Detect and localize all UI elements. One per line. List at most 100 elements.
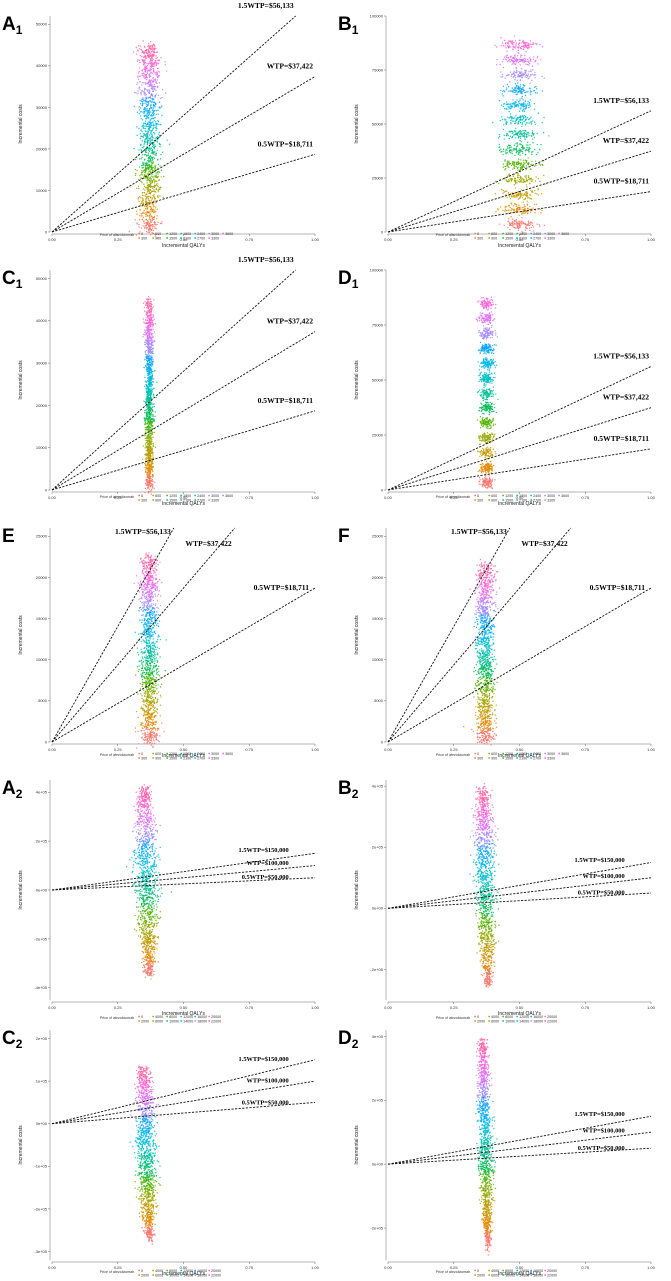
scatter-point <box>145 482 147 485</box>
scatter-point <box>500 151 502 153</box>
scatter-point <box>513 144 516 146</box>
scatter-point <box>145 304 147 306</box>
legend-swatch <box>502 232 505 235</box>
scatter-point <box>147 89 149 91</box>
scatter-point <box>529 76 531 78</box>
scatter-point <box>148 147 150 150</box>
scatter-point <box>143 133 145 135</box>
scatter-point <box>151 57 153 60</box>
scatter-point <box>527 75 529 77</box>
scatter-point <box>150 79 153 81</box>
scatter-point <box>144 330 147 332</box>
scatter-point <box>149 426 152 429</box>
scatter-point <box>149 58 152 60</box>
scatter-point <box>143 191 145 194</box>
scatter-point <box>515 196 518 198</box>
scatter-point <box>146 165 149 167</box>
scatter-point <box>535 59 537 62</box>
scatter-point <box>148 170 150 172</box>
scatter-point <box>530 73 532 76</box>
scatter-point <box>153 182 156 184</box>
scatter-point <box>150 107 152 109</box>
scatter-point <box>147 392 149 395</box>
scatter-point <box>498 223 501 225</box>
legend-entry: 0 <box>141 232 143 236</box>
scatter-point <box>494 366 496 368</box>
scatter-point <box>524 44 527 46</box>
scatter-point <box>138 112 141 115</box>
legend-swatch <box>194 499 197 501</box>
scatter-point <box>505 165 507 168</box>
scatter-point <box>529 197 531 200</box>
scatter-point <box>146 410 148 412</box>
scatter-point <box>517 177 519 179</box>
scatter-point <box>147 474 149 477</box>
scatter-point <box>515 91 517 94</box>
scatter-point <box>542 164 544 166</box>
scatter-point <box>152 418 155 420</box>
scatter-point <box>142 101 144 103</box>
scatter-point <box>153 78 155 81</box>
scatter-point <box>147 111 149 114</box>
scatter-point <box>149 158 152 160</box>
scatter-point <box>154 78 157 80</box>
scatter-point <box>518 133 521 135</box>
scatter-point <box>149 373 151 376</box>
scatter-point <box>152 393 154 396</box>
scatter-point <box>142 51 145 53</box>
scatter-point <box>150 490 152 492</box>
scatter-point <box>136 83 138 86</box>
scatter-point <box>509 135 512 138</box>
scatter-point <box>150 436 152 438</box>
scatter-point <box>155 102 157 105</box>
scatter-point <box>136 60 139 62</box>
scatter-point <box>145 167 147 169</box>
scatter-point <box>148 361 151 363</box>
scatter-point <box>514 79 516 81</box>
scatter-point <box>137 75 139 77</box>
scatter-point <box>521 131 523 133</box>
scatter-point <box>516 179 518 181</box>
scatter-point <box>149 69 152 72</box>
legend-entry: 3000 <box>211 494 219 498</box>
legend-entry: 2100 <box>183 236 191 240</box>
scatter-point <box>142 40 144 42</box>
scatter-point <box>148 423 151 425</box>
scatter-point <box>523 198 525 201</box>
legend-entry: 2400 <box>533 232 541 236</box>
scatter-point <box>528 208 531 211</box>
scatter-point <box>150 138 152 140</box>
scatter-point <box>164 63 166 66</box>
legend-swatch <box>166 237 169 239</box>
legend-swatch <box>558 232 561 235</box>
legend-swatch <box>530 232 533 235</box>
scatter-point <box>523 108 525 110</box>
scatter-point <box>479 365 481 367</box>
scatter-point <box>488 413 490 416</box>
scatter-point <box>147 305 149 307</box>
scatter-point <box>520 146 523 149</box>
scatter-point <box>525 184 528 186</box>
scatter-point <box>164 61 166 63</box>
scatter-point <box>529 99 532 101</box>
scatter-point <box>517 166 519 169</box>
scatter-point <box>548 135 550 137</box>
scatter-point <box>516 99 518 101</box>
x-tick-label: 0.50 <box>180 237 189 242</box>
scatter-point <box>507 192 510 194</box>
scatter-point <box>151 209 153 212</box>
scatter-point <box>527 162 529 165</box>
scatter-point <box>515 127 517 130</box>
x-tick-label: 0.00 <box>48 237 57 242</box>
scatter-point <box>143 329 146 331</box>
scatter-point <box>154 79 156 82</box>
scatter-point <box>488 411 490 413</box>
scatter-point <box>503 103 505 105</box>
scatter-point <box>531 130 534 132</box>
scatter-point <box>146 210 148 213</box>
scatter-point <box>147 325 149 328</box>
scatter-point <box>149 472 151 474</box>
scatter-point <box>152 47 154 50</box>
scatter-point <box>517 51 519 54</box>
legend-swatch <box>544 237 547 239</box>
